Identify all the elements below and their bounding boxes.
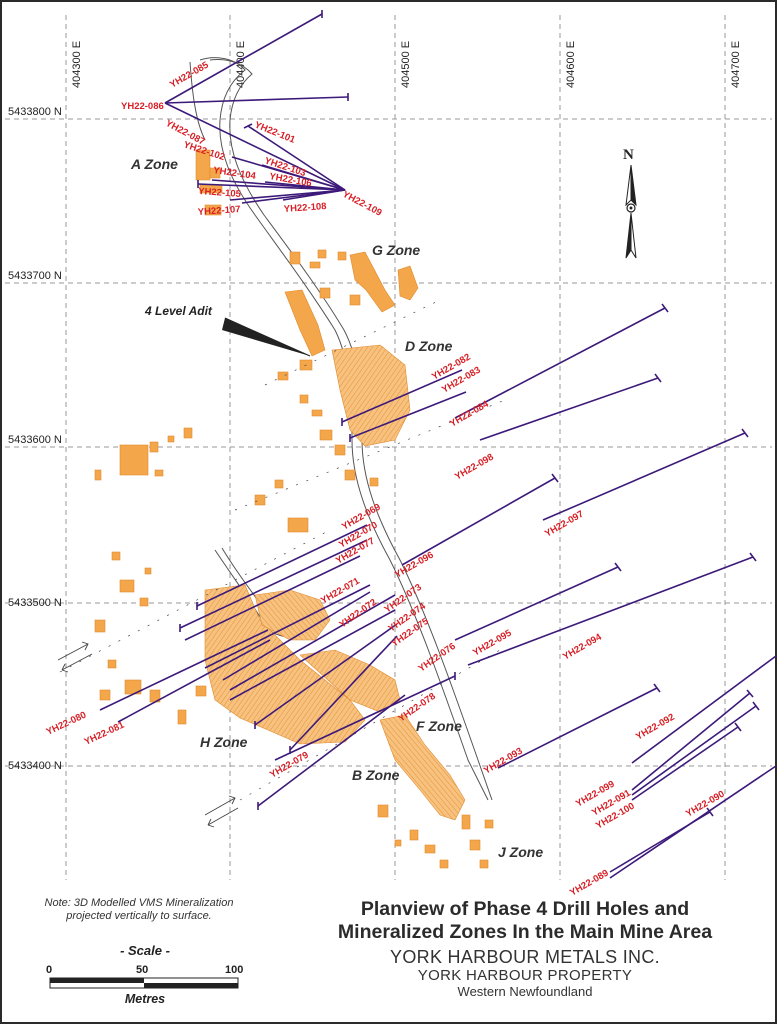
company-name: YORK HARBOUR METALS INC. <box>390 947 660 967</box>
northing-label: 5433400 N <box>8 760 62 772</box>
region-name: Western Newfoundland <box>457 984 593 999</box>
drill-label-yh22-093: YH22-093 <box>482 746 525 777</box>
scale-tick-100: 100 <box>225 964 244 976</box>
drill-label-yh22-080: YH22-080 <box>45 710 88 738</box>
northing-label: 5433600 N <box>8 434 62 446</box>
title-block: Planview of Phase 4 Drill Holes and Mine… <box>290 898 760 999</box>
north-label: N <box>623 147 634 163</box>
drill-label-yh22-104: YH22-104 <box>213 165 258 182</box>
scale-bar <box>49 977 239 989</box>
adit-pointer <box>222 317 311 357</box>
note-line-2: projected vertically to surface. <box>66 910 212 922</box>
zone-label-f: F Zone <box>416 718 462 734</box>
drill-label-yh22-097: YH22-097 <box>543 509 586 540</box>
easting-label: 404600 E <box>565 41 577 88</box>
property-name: YORK HARBOUR PROPERTY <box>417 967 633 984</box>
note-line-1: Note: 3D Modelled VMS Mineralization <box>44 897 234 909</box>
scale-tick-0: 0 <box>46 964 53 976</box>
easting-label: 404500 E <box>400 41 412 88</box>
zone-label-b: B Zone <box>352 767 400 783</box>
north-arrow: N <box>623 147 637 259</box>
zone-label-d: D Zone <box>405 338 453 354</box>
grid <box>5 15 772 880</box>
drill-label-yh22-072: YH22-072 <box>337 597 378 631</box>
map-note: Note: 3D Modelled VMS Mineralization pro… <box>14 897 264 923</box>
adit-label: 4 Level Adit <box>144 304 213 318</box>
drill-label-yh22-086: YH22-086 <box>121 101 164 112</box>
drill-label-yh22-079: YH22-079 <box>268 750 311 781</box>
northing-labels: 5433800 N 5433700 N 5433600 N 5433500 N … <box>8 106 62 772</box>
fault-line-2 <box>234 399 506 511</box>
drill-label-yh22-098: YH22-098 <box>453 452 496 483</box>
drill-label-yh22-094: YH22-094 <box>561 631 604 662</box>
zone-label-g: G Zone <box>372 242 420 258</box>
zone-labels: A Zone G Zone D Zone H Zone F Zone B Zon… <box>130 156 543 860</box>
drill-label-yh22-071: YH22-071 <box>319 575 362 606</box>
drill-label-yh22-084: YH22-084 <box>448 398 491 429</box>
mineralization <box>94 149 494 869</box>
map-title-line-1: Planview of Phase 4 Drill Holes and <box>360 898 690 920</box>
scale-unit: Metres <box>124 992 166 1006</box>
drill-holes <box>99 10 777 879</box>
drill-label-yh22-095: YH22-095 <box>471 627 514 658</box>
zone-label-h: H Zone <box>200 734 248 750</box>
drill-label-yh22-108: YH22-108 <box>283 201 326 215</box>
drill-label-yh22-096: YH22-096 <box>393 550 436 581</box>
easting-labels: 404300 E 404400 E 404500 E 404600 E 4047… <box>71 41 742 88</box>
drill-label-yh22-107: YH22-107 <box>197 204 240 218</box>
easting-label: 404700 E <box>730 41 742 88</box>
easting-label: 404300 E <box>71 41 83 88</box>
northing-label: 5433500 N <box>8 597 62 609</box>
scale-tick-50: 50 <box>136 964 149 976</box>
drill-label-yh22-109: YH22-109 <box>341 189 384 219</box>
northing-label: 5433700 N <box>8 270 62 282</box>
northing-label: 5433800 N <box>8 106 62 118</box>
drill-label-yh22-105: YH22-105 <box>198 186 242 200</box>
zone-label-j: J Zone <box>498 844 543 860</box>
shear-arrows <box>57 641 239 828</box>
drill-label-yh22-081: YH22-081 <box>83 719 127 747</box>
map-title-line-2: Mineralized Zones In the Main Mine Area <box>337 921 713 943</box>
drill-label-yh22-085: YH22-085 <box>168 59 211 90</box>
fault-line-3 <box>59 529 331 673</box>
scale-title: - Scale - <box>120 943 170 958</box>
fault-markers <box>59 299 506 801</box>
drill-label-yh22-089: YH22-089 <box>568 868 611 899</box>
drill-label-yh22-092: YH22-092 <box>634 712 677 743</box>
zone-label-a: A Zone <box>130 156 178 172</box>
